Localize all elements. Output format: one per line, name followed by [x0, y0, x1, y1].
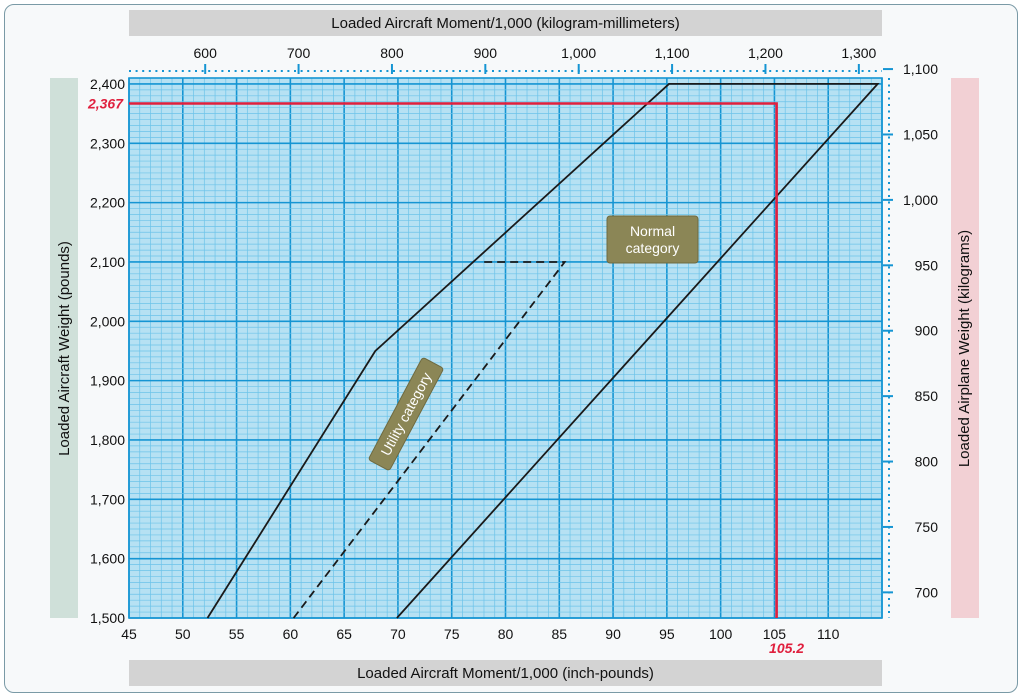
x-tick-label: 50	[175, 626, 191, 642]
x-tick-label: 85	[551, 626, 567, 642]
right-tick-label: 750	[915, 519, 939, 535]
x-tick-label: 95	[659, 626, 675, 642]
right-tick-label: 950	[915, 257, 939, 273]
right-tick-label: 1,050	[903, 126, 938, 142]
y-tick-label: 1,800	[90, 432, 125, 448]
y-tick-label: 2,100	[90, 254, 125, 270]
x-tick-label: 60	[283, 626, 299, 642]
right-tick-label: 900	[915, 323, 939, 339]
normal-category-envelope	[206, 83, 880, 619]
x-tick-label: 110	[817, 626, 840, 642]
plot-border	[128, 77, 883, 619]
top-axis-title: Loaded Aircraft Moment/1,000 (kilogram-m…	[129, 10, 882, 36]
y-tick-label: 1,600	[90, 551, 125, 567]
normal-category-box	[606, 215, 699, 264]
loaded-condition-marker-line	[129, 102, 778, 618]
y-tick-label: 2,400	[90, 76, 125, 92]
x-tick-label: 105	[763, 626, 787, 642]
right-tick-label: 850	[915, 388, 939, 404]
y-tick-label: 1,900	[90, 373, 125, 389]
right-tick-label: 800	[915, 454, 939, 470]
x-tick-label: 70	[390, 626, 406, 642]
top-axis: 600 700 800 900 1,000 1,100 1,200 1,300	[129, 45, 882, 74]
right-tick-label: 1,000	[903, 192, 938, 208]
weight-marker-label: 2,367	[87, 96, 124, 112]
x-tick-label: 80	[498, 626, 514, 642]
top-tick-label: 800	[380, 45, 404, 61]
moment-marker-label: 105.2	[769, 640, 804, 656]
top-tick-label: 700	[287, 45, 311, 61]
top-tick-label: 1,000	[561, 45, 596, 61]
x-tick-label: 45	[121, 626, 137, 642]
bottom-axis-title: Loaded Aircraft Moment/1,000 (inch-pound…	[129, 660, 882, 686]
y-tick-label: 2,300	[90, 135, 125, 151]
right-axis-title-panel: Loaded Airplane Weight (kilograms)	[951, 78, 979, 618]
top-tick-label: 900	[474, 45, 498, 61]
y-tick-label: 2,200	[90, 195, 125, 211]
y-tick-label: 1,500	[90, 610, 125, 626]
x-tick-label: 100	[709, 626, 733, 642]
right-tick-label: 700	[915, 584, 939, 600]
top-tick-label: 600	[194, 45, 218, 61]
top-tick-label: 1,200	[748, 45, 783, 61]
right-axis: 700 750 800 850 900 950 1,000 1,050 1,100	[883, 61, 938, 618]
normal-category-text: Normal	[630, 223, 675, 239]
y-tick-label: 1,700	[90, 491, 125, 507]
left-tick-labels: 1,500 1,600 1,700 1,800 1,900 2,000 2,100 2,200…	[90, 76, 125, 626]
right-tick-label: 1,100	[903, 61, 938, 77]
x-tick-label: 55	[229, 626, 245, 642]
x-tick-label: 75	[444, 626, 460, 642]
top-tick-label: 1,300	[841, 45, 876, 61]
x-tick-label: 90	[605, 626, 621, 642]
y-tick-label: 2,000	[90, 313, 125, 329]
top-tick-label: 1,100	[655, 45, 690, 61]
bottom-tick-labels: 45 50 55 60 65 70 75 80 85 90 95 100 105 110	[121, 626, 839, 642]
left-axis-title-panel: Loaded Aircraft Weight (pounds)	[50, 78, 78, 618]
utility-category-box	[368, 357, 444, 471]
series-lines	[129, 83, 880, 619]
normal-category-text: category	[626, 240, 680, 256]
utility-category-envelope	[292, 261, 567, 619]
x-tick-label: 65	[336, 626, 352, 642]
